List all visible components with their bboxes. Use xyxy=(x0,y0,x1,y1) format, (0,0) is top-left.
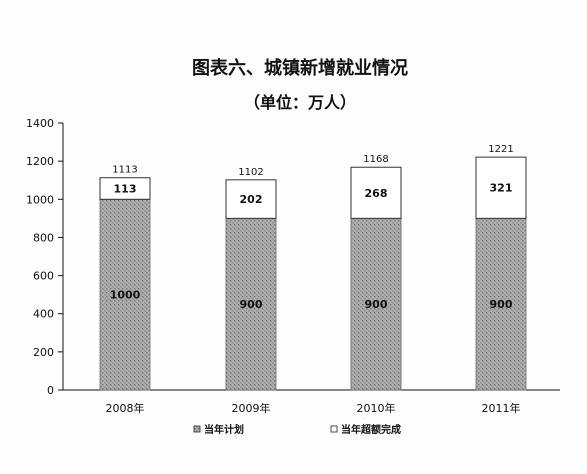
bar-extra-2010年 xyxy=(350,166,402,219)
bar-extra-2009年 xyxy=(225,179,277,219)
y-axis-tick-label: 0 xyxy=(47,384,54,397)
legend-label: 当年计划 xyxy=(204,423,244,436)
bar-total-label: 1221 xyxy=(488,144,513,155)
x-axis-category-label: 2009年 xyxy=(232,401,271,415)
x-axis-category-label: 2010年 xyxy=(357,401,396,415)
bar-series-group: 113 1000 1113 202 900 1102 268 900 1168 321 900 122… xyxy=(99,144,527,391)
x-axis-category-label: 2008年 xyxy=(106,401,145,415)
bar-total-label: 1168 xyxy=(363,154,388,165)
x-axis-labels: 2008年 2009年 2010年 2011年 xyxy=(106,401,521,415)
legend-label: 当年超额完成 xyxy=(341,423,401,436)
chart-legend: 当年计划 当年超额完成 xyxy=(193,423,401,436)
bar-extra-2011年 xyxy=(475,156,527,219)
bar-plan-value-label: 900 xyxy=(490,298,513,311)
y-axis-tick-label: 1400 xyxy=(26,117,54,130)
chart-subtitle: （单位：万人） xyxy=(244,93,356,112)
y-axis-tick-label: 600 xyxy=(33,270,54,283)
bar-plan-2011年 xyxy=(475,217,527,391)
x-axis-category-label: 2011年 xyxy=(482,401,521,415)
bar-extra-value-label: 321 xyxy=(490,182,513,195)
bar-plan-value-label: 900 xyxy=(365,298,388,311)
bar-extra-value-label: 268 xyxy=(365,187,388,200)
y-axis-tick-label: 1200 xyxy=(26,155,54,168)
bar-total-label: 1113 xyxy=(112,165,137,176)
bar-extra-value-label: 113 xyxy=(114,183,137,196)
y-axis-tick-label: 800 xyxy=(33,231,54,244)
bar-extra-value-label: 202 xyxy=(240,193,263,206)
bar-plan-2010年 xyxy=(350,217,402,391)
y-axis-ticks: 0 200 400 600 800 1000 1200 1400 xyxy=(26,117,63,397)
y-axis-tick-label: 400 xyxy=(33,308,54,321)
y-axis-tick-label: 200 xyxy=(33,346,54,359)
bar-plan-value-label: 1000 xyxy=(110,289,141,302)
bar-plan-value-label: 900 xyxy=(240,298,263,311)
legend-swatch xyxy=(193,425,201,433)
bar-extra-2008年 xyxy=(99,177,151,200)
bar-plan-2009年 xyxy=(225,217,277,391)
y-axis-tick-label: 1000 xyxy=(26,193,54,206)
legend-swatch xyxy=(330,425,338,433)
chart-title: 图表六、城镇新增就业情况 xyxy=(192,57,408,79)
bar-total-label: 1102 xyxy=(238,167,263,178)
